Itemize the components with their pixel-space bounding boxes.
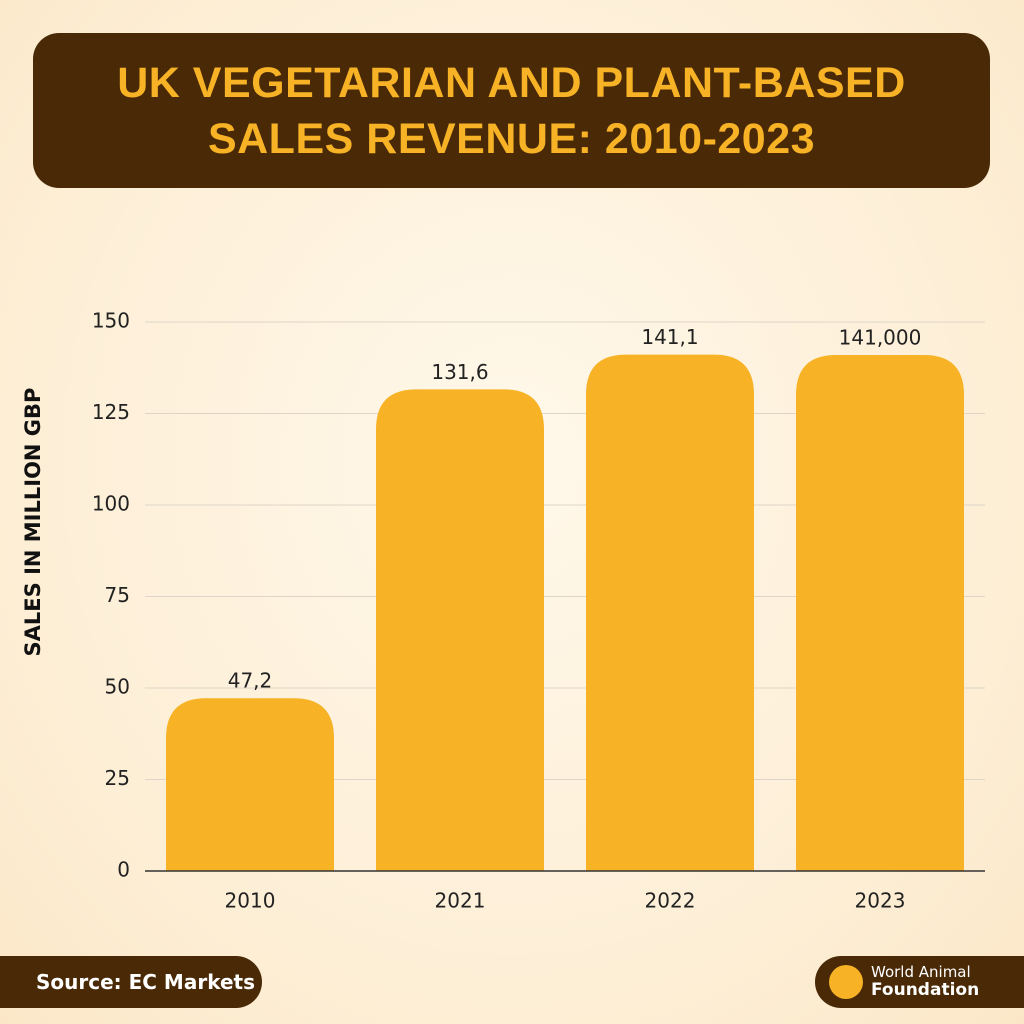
brand-line: World Animal [871, 963, 971, 981]
x-tick-label: 2022 [645, 889, 696, 913]
value-label: 141,000 [839, 325, 922, 349]
x-tick-label: 2010 [225, 889, 276, 913]
x-tick-label: 2023 [855, 889, 906, 913]
bar [166, 698, 334, 871]
x-tick-label: 2021 [435, 889, 486, 913]
bar [586, 354, 754, 872]
y-tick-label: 50 [105, 675, 130, 699]
brand-text: World Animal Foundation [871, 964, 979, 1000]
brand-line: Foundation [871, 980, 980, 1000]
title-box: UK VEGETARIAN AND PLANT-BASED SALES REVE… [33, 33, 990, 188]
brand: World Animal Foundation [815, 956, 1024, 1008]
bar [796, 354, 964, 871]
value-label: 47,2 [228, 669, 273, 693]
value-label: 141,1 [641, 325, 698, 349]
bar [376, 389, 544, 871]
y-tick-label: 0 [117, 858, 130, 882]
source: Source: EC Markets [0, 956, 262, 1008]
y-tick-label: 100 [92, 492, 130, 516]
y-tick-label: 75 [105, 583, 130, 607]
brand-logo [829, 965, 863, 999]
chart-title: UK VEGETARIAN AND PLANT-BASED SALES REVE… [117, 58, 906, 163]
y-tick-label: 25 [105, 766, 130, 790]
y-axis-label: SALES IN MILLION GBP [21, 388, 45, 657]
value-label: 131,6 [431, 360, 488, 384]
y-tick-label: 125 [92, 400, 130, 424]
y-tick-label: 150 [92, 309, 130, 333]
